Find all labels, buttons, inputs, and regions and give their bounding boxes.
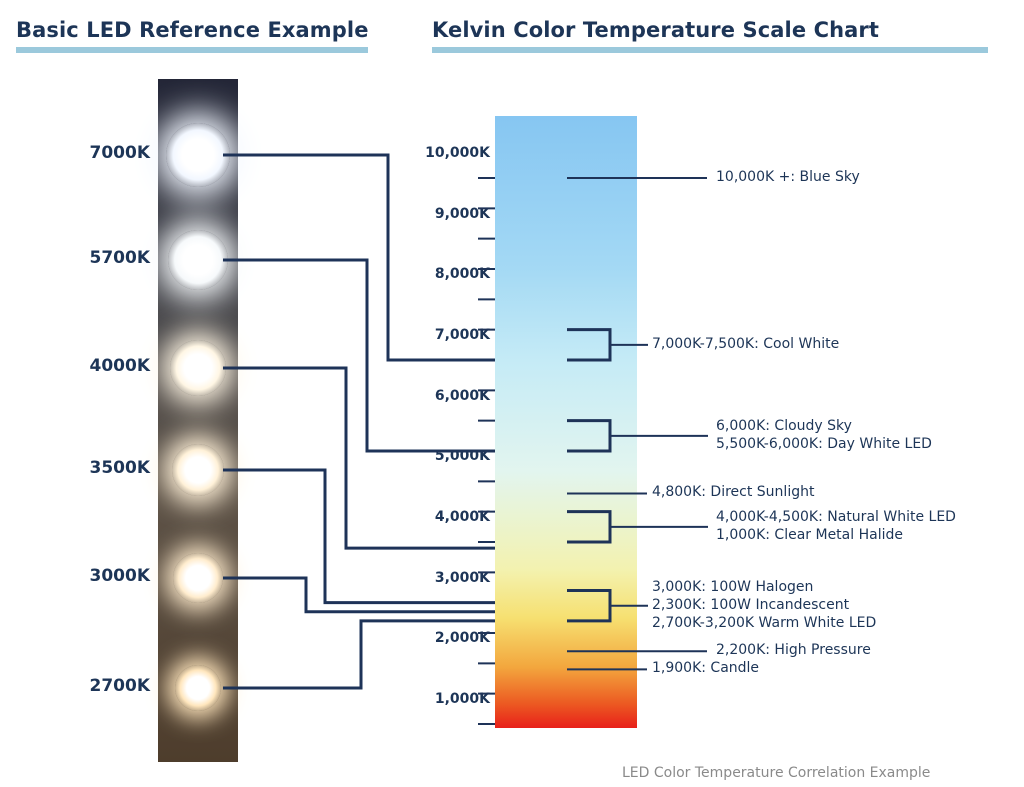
connector-5700k: [223, 258, 495, 453]
connector-3000k: [223, 576, 495, 614]
annotation-text: 1,000K: Clear Metal Halide: [716, 526, 903, 543]
connector-7000k: [223, 153, 495, 362]
right-heading: Kelvin Color Temperature Scale Chart: [432, 18, 880, 42]
annotation-text: 7,000K-7,500K: Cool White: [652, 335, 840, 352]
annotation-bracket: [567, 510, 612, 544]
right-heading-rule: [432, 47, 988, 53]
footer-caption: LED Color Temperature Correlation Exampl…: [622, 765, 931, 781]
annotation-text: 4,800K: Direct Sunlight: [652, 484, 815, 501]
tick-label: 6,000K: [434, 387, 490, 404]
annotation-text: 2,200K: High Pressure: [716, 642, 871, 659]
led-lamp-4000k: [170, 340, 226, 396]
tick-label: 2,000K: [434, 630, 490, 647]
led-label-3000k: 3000K: [89, 566, 151, 586]
led-label-4000k: 4000K: [89, 356, 151, 376]
led-label-3500k: 3500K: [89, 458, 151, 478]
annotation-text: 6,000K: Cloudy Sky: [716, 417, 852, 434]
led-lamp-3000k: [173, 553, 223, 603]
led-lamp-7000k: [166, 123, 230, 187]
tick-label: 8,000K: [434, 266, 490, 283]
left-heading-rule: [16, 47, 368, 53]
annotation-text: 4,000K-4,500K: Natural White LED: [716, 508, 956, 525]
annotation-text: 2,300K: 100W Incandescent: [652, 596, 850, 613]
annotation-bracket: [567, 419, 612, 453]
annotation-text: 1,900K: Candle: [652, 660, 760, 677]
tick-label: 9,000K: [434, 205, 490, 222]
tick-label: 7,000K: [434, 327, 490, 343]
led-label-2700k: 2700K: [89, 676, 151, 696]
annotation-text: 5,500K-6,000K: Day White LED: [716, 435, 932, 452]
connector-4000k: [223, 366, 495, 550]
led-lamp-3500k: [172, 444, 224, 496]
connector-2700k: [223, 619, 495, 690]
kelvin-gradient-bar: [495, 116, 637, 728]
led-strip-photo: [158, 79, 238, 762]
led-label-5700k: 5700K: [89, 248, 151, 268]
led-lamp-2700k: [175, 665, 221, 711]
annotation-text: 3,000K: 100W Halogen: [652, 578, 814, 595]
led-lamp-5700k: [168, 230, 228, 290]
tick-label: 1,000K: [434, 691, 490, 707]
annotation-text: 2,700K-3,200K Warm White LED: [652, 614, 877, 631]
led-label-7000k: 7000K: [89, 143, 151, 163]
connector-3500k: [223, 468, 495, 605]
tick-label: 10,000K: [425, 145, 490, 161]
annotation-bracket: [567, 589, 612, 623]
annotation-text: 10,000K +: Blue Sky: [716, 169, 860, 185]
annotation-bracket: [567, 328, 612, 362]
tick-label: 4,000K: [434, 509, 490, 525]
tick-label: 3,000K: [434, 569, 490, 586]
left-heading: Basic LED Reference Example: [16, 18, 369, 42]
